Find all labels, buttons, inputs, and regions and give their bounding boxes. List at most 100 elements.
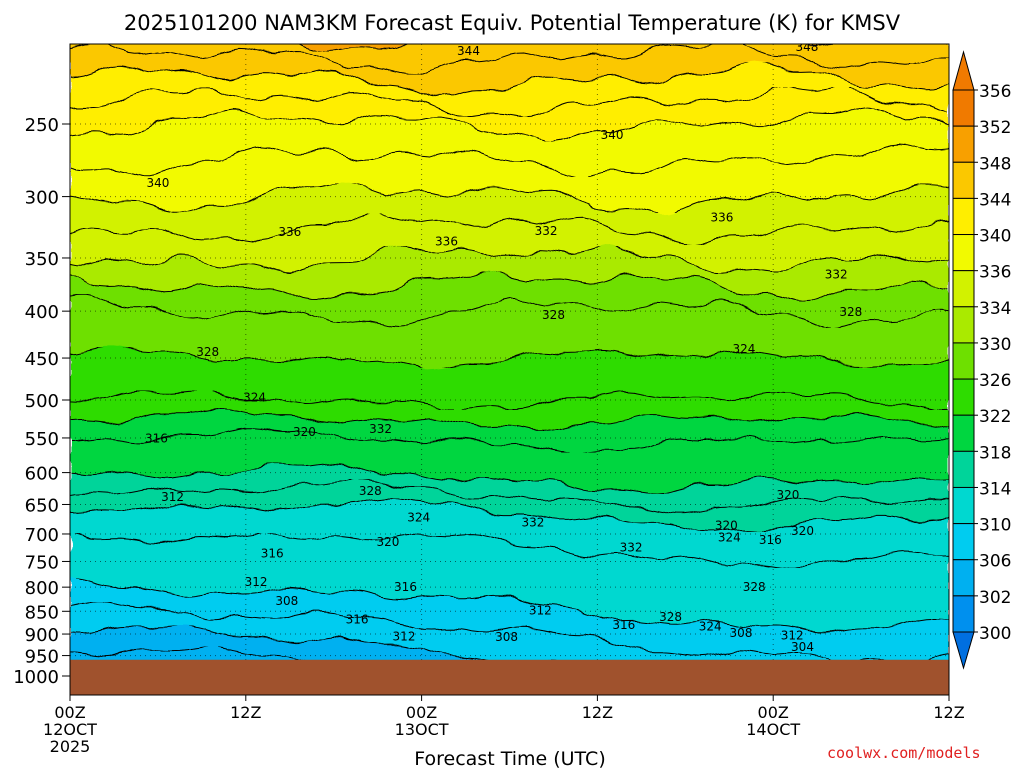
contour-label: 320 <box>776 488 799 502</box>
contour-label: 320 <box>715 518 738 532</box>
contour-label: 340 <box>146 176 169 190</box>
colorbar-swatch <box>952 378 975 416</box>
contour-label: 332 <box>521 515 544 529</box>
contour-label: 304 <box>791 640 814 654</box>
contour-label: 332 <box>620 540 643 554</box>
colorbar-label: 326 <box>979 371 1011 391</box>
colorbar-swatch <box>952 595 975 633</box>
contour-label: 312 <box>161 490 184 504</box>
x-axis-label: Forecast Time (UTC) <box>414 748 605 768</box>
colorbar-swatch <box>952 270 975 308</box>
y-tick-label: 600 <box>25 464 59 485</box>
x-tick-label: 12OCT <box>43 720 97 739</box>
colorbar-top-arrow <box>952 50 975 91</box>
contour-label: 344 <box>457 44 480 58</box>
contour-label: 332 <box>825 268 848 282</box>
colorbar: 356 352 348 344 340 336 334 330 326 322 318 314 310 3… <box>952 50 1011 670</box>
colorbar-label: 344 <box>979 190 1011 210</box>
colorbar-label: 306 <box>979 552 1011 572</box>
contour-label: 328 <box>839 305 862 319</box>
plot-frame <box>69 43 950 696</box>
contour-label: 312 <box>393 629 416 643</box>
contour-label: 328 <box>359 484 382 498</box>
contour-label: 316 <box>346 613 369 627</box>
colorbar-swatch <box>952 306 975 344</box>
contour-label: 324 <box>699 620 722 634</box>
y-tick-label: 450 <box>25 349 59 370</box>
x-tick-label: 13OCT <box>395 720 449 739</box>
x-tick-label: 12Z <box>230 703 261 722</box>
y-tick-label: 1000 <box>13 667 59 688</box>
colorbar-bottom-arrow <box>952 631 975 670</box>
contour-label: 320 <box>791 524 814 538</box>
contour-label: 328 <box>743 580 766 594</box>
y-tick-label: 950 <box>25 647 59 668</box>
contour-label: 352 <box>586 0 609 9</box>
colorbar-swatch <box>952 486 975 525</box>
contour-label: 336 <box>278 225 301 239</box>
colorbar-swatch <box>952 559 975 597</box>
contour-label: 332 <box>369 422 392 436</box>
y-tick-label: 350 <box>25 249 59 270</box>
y-tick-label: 500 <box>25 391 59 412</box>
contour-label: 312 <box>781 628 804 642</box>
x-tick-label: 00Z <box>54 703 85 722</box>
colorbar-label: 356 <box>979 82 1011 102</box>
contour-label: 320 <box>293 425 316 439</box>
contour-label: 308 <box>275 594 298 608</box>
y-tick-label: 650 <box>25 496 59 517</box>
contour-label: 316 <box>612 618 635 632</box>
y-tick-label: 250 <box>25 115 59 136</box>
contour-label: 348 <box>795 40 818 54</box>
y-tick-label: 400 <box>25 302 59 323</box>
colorbar-label: 302 <box>979 588 1011 608</box>
colorbar-label: 334 <box>979 299 1011 319</box>
contour-label: 328 <box>196 345 219 359</box>
colorbar-swatch <box>952 414 975 452</box>
colorbar-label: 330 <box>979 335 1011 355</box>
contour-label: 312 <box>245 575 268 589</box>
colorbar-swatch <box>952 89 975 127</box>
y-tick-label: 550 <box>25 429 59 450</box>
contour-label: 332 <box>535 224 558 238</box>
contour-label: 320 <box>376 535 399 549</box>
contour-label: 324 <box>718 530 741 544</box>
colorbar-label: 336 <box>979 263 1011 283</box>
colorbar-swatch <box>952 161 975 199</box>
contour-label: 336 <box>435 235 458 249</box>
x-tick-label: 00Z <box>406 703 437 722</box>
contour-label: 312 <box>529 603 552 617</box>
contour-label: 316 <box>145 432 168 446</box>
x-tick-label: 2025 <box>50 737 91 756</box>
contour-label: 316 <box>759 533 782 547</box>
contour-label: 328 <box>542 308 565 322</box>
colorbar-swatch <box>952 450 975 488</box>
y-tick-label: 850 <box>25 602 59 623</box>
contour-label: 324 <box>732 342 755 356</box>
y-axis: 2503003504004505005506006507007508008509… <box>13 115 70 688</box>
colorbar-swatch <box>952 197 975 236</box>
contour-label: 308 <box>730 626 753 640</box>
colorbar-label: 348 <box>979 154 1011 174</box>
contour-label: 324 <box>407 511 430 525</box>
colorbar-label: 310 <box>979 516 1011 536</box>
contour-label: 324 <box>243 391 266 405</box>
contour-label: 316 <box>394 580 417 594</box>
y-tick-label: 750 <box>25 552 59 573</box>
y-tick-label: 900 <box>25 625 59 646</box>
colorbar-label: 318 <box>979 443 1011 463</box>
contour-label: 308 <box>495 630 518 644</box>
x-tick-label: 12Z <box>933 703 964 722</box>
colorbar-label: 352 <box>979 118 1011 138</box>
chart-title: 2025101200 NAM3KM Forecast Equiv. Potent… <box>124 11 901 35</box>
y-tick-label: 300 <box>25 188 59 209</box>
ground-surface <box>70 659 949 695</box>
watermark[interactable]: coolwx.com/models <box>827 744 981 762</box>
colorbar-label: 314 <box>979 480 1011 500</box>
contour-label: 340 <box>601 128 624 142</box>
colorbar-swatch <box>952 125 975 163</box>
x-tick-label: 14OCT <box>746 720 800 739</box>
colorbar-label: 340 <box>979 227 1011 247</box>
